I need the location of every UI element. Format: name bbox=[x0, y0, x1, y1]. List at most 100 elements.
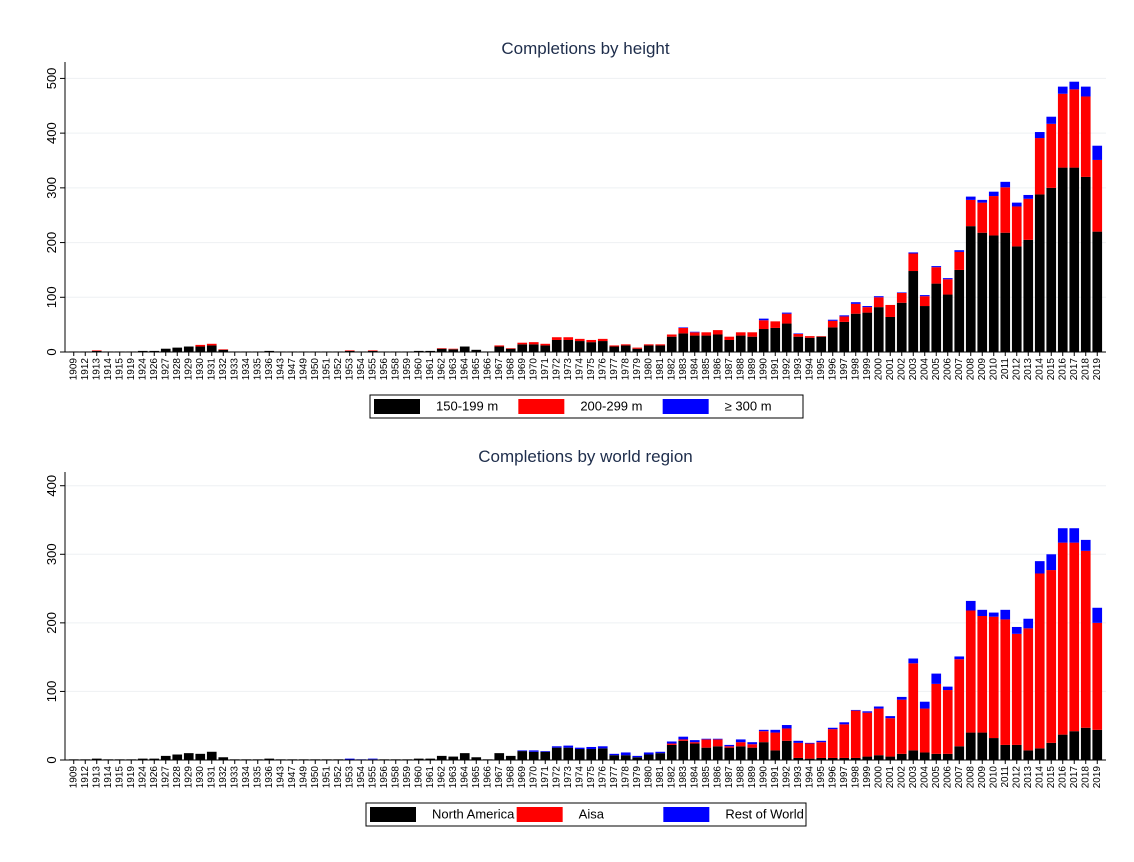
bar-segment bbox=[896, 292, 907, 293]
bar-segment bbox=[551, 747, 562, 760]
bar-segment bbox=[793, 742, 804, 758]
x-tick-label: 1975 bbox=[586, 766, 597, 789]
bar-segment bbox=[195, 344, 206, 347]
x-tick-label: 1974 bbox=[574, 358, 585, 381]
bar-segment bbox=[1000, 609, 1011, 620]
bar-segment bbox=[528, 751, 539, 760]
x-tick-label: 1979 bbox=[632, 358, 643, 381]
x-tick-label: 1924 bbox=[137, 766, 148, 789]
x-tick-label: 1954 bbox=[356, 358, 367, 381]
bar-segment bbox=[965, 732, 976, 760]
x-tick-label: 2017 bbox=[1069, 766, 1080, 789]
x-tick-label: 1987 bbox=[724, 766, 735, 789]
bar-segment bbox=[827, 319, 838, 321]
bar-segment bbox=[1069, 731, 1080, 760]
x-tick-label: 1985 bbox=[701, 358, 712, 381]
y-tick-label: 200 bbox=[44, 612, 59, 634]
bar-segment bbox=[931, 683, 942, 754]
bar-segment bbox=[172, 754, 183, 760]
bar-segment bbox=[528, 750, 539, 752]
bar-segment bbox=[735, 335, 746, 352]
bar-segment bbox=[747, 332, 758, 337]
bar-segment bbox=[264, 350, 275, 352]
bar-segment bbox=[689, 332, 700, 336]
x-tick-label: 1986 bbox=[712, 358, 723, 381]
bar-segment bbox=[804, 742, 815, 744]
bar-segment bbox=[954, 656, 965, 660]
x-tick-label: 2014 bbox=[1034, 766, 1045, 789]
x-tick-label: 2004 bbox=[919, 766, 930, 789]
x-tick-label: 1990 bbox=[758, 766, 769, 789]
bar-segment bbox=[206, 343, 217, 346]
bar-segment bbox=[632, 755, 643, 758]
bar-segment bbox=[781, 312, 792, 314]
bar-segment bbox=[494, 346, 505, 352]
x-tick-label: 1965 bbox=[471, 358, 482, 381]
x-tick-label: 1972 bbox=[551, 358, 562, 381]
bar-segment bbox=[735, 332, 746, 336]
bar-segment bbox=[896, 292, 907, 303]
x-tick-label: 2004 bbox=[919, 358, 930, 381]
x-tick-label: 1990 bbox=[758, 358, 769, 381]
bar-segment bbox=[689, 740, 700, 743]
bar-segment bbox=[1069, 81, 1080, 90]
bar-segment bbox=[1034, 138, 1045, 195]
bar-segment bbox=[528, 344, 539, 352]
bar-segment bbox=[827, 727, 838, 730]
x-tick-label: 2008 bbox=[965, 358, 976, 381]
x-tick-label: 1958 bbox=[390, 358, 401, 381]
x-tick-label: 1924 bbox=[137, 358, 148, 381]
bar-segment bbox=[563, 745, 574, 748]
bar-segment bbox=[885, 756, 896, 760]
x-tick-label: 1936 bbox=[264, 766, 275, 789]
y-tick-label: 0 bbox=[44, 756, 59, 763]
bar-segment bbox=[735, 746, 746, 760]
x-tick-label: 2012 bbox=[1011, 358, 1022, 381]
x-tick-label: 2003 bbox=[908, 766, 919, 789]
x-tick-label: 1928 bbox=[172, 358, 183, 381]
bar-segment bbox=[942, 278, 953, 280]
x-tick-label: 1968 bbox=[505, 358, 516, 381]
bar-segment bbox=[770, 732, 781, 751]
bar-segment bbox=[1092, 622, 1103, 730]
chart-title: Completions by height bbox=[501, 39, 669, 58]
x-tick-label: 1963 bbox=[448, 766, 459, 789]
bar-segment bbox=[965, 199, 976, 227]
bar-segment bbox=[781, 725, 792, 729]
x-tick-label: 2009 bbox=[977, 358, 988, 381]
bar-segment bbox=[850, 313, 861, 352]
bar-segment bbox=[873, 307, 884, 352]
x-tick-label: 1993 bbox=[793, 766, 804, 789]
x-tick-label: 2019 bbox=[1092, 358, 1103, 381]
x-tick-label: 1926 bbox=[149, 358, 160, 381]
x-tick-label: 2002 bbox=[896, 766, 907, 789]
x-tick-label: 1949 bbox=[298, 766, 309, 789]
bar-segment bbox=[839, 757, 850, 760]
x-tick-label: 1960 bbox=[413, 766, 424, 789]
bar-segment bbox=[264, 758, 275, 760]
x-tick-label: 2011 bbox=[1000, 766, 1011, 788]
x-tick-label: 1931 bbox=[206, 766, 217, 789]
bar-segment bbox=[908, 750, 919, 760]
bar-segment bbox=[609, 345, 620, 347]
x-tick-label: 1970 bbox=[528, 358, 539, 381]
bar-segment bbox=[678, 327, 689, 328]
x-tick-label: 2006 bbox=[942, 358, 953, 381]
x-tick-label: 2015 bbox=[1046, 766, 1057, 789]
bar-segment bbox=[551, 339, 562, 352]
bar-segment bbox=[931, 673, 942, 684]
y-tick-label: 100 bbox=[44, 681, 59, 703]
x-tick-label: 1927 bbox=[160, 766, 171, 789]
bar-segment bbox=[1011, 206, 1022, 247]
x-tick-label: 1961 bbox=[425, 766, 436, 789]
bar-segment bbox=[471, 349, 482, 352]
bar-segment bbox=[586, 746, 597, 750]
bar-segment bbox=[632, 348, 643, 352]
bar-segment bbox=[873, 297, 884, 308]
bar-segment bbox=[436, 348, 447, 352]
y-tick-label: 0 bbox=[44, 348, 59, 355]
bar-segment bbox=[586, 342, 597, 352]
bar-segment bbox=[620, 755, 631, 760]
bar-segment bbox=[597, 341, 608, 352]
x-tick-label: 1914 bbox=[103, 358, 114, 381]
